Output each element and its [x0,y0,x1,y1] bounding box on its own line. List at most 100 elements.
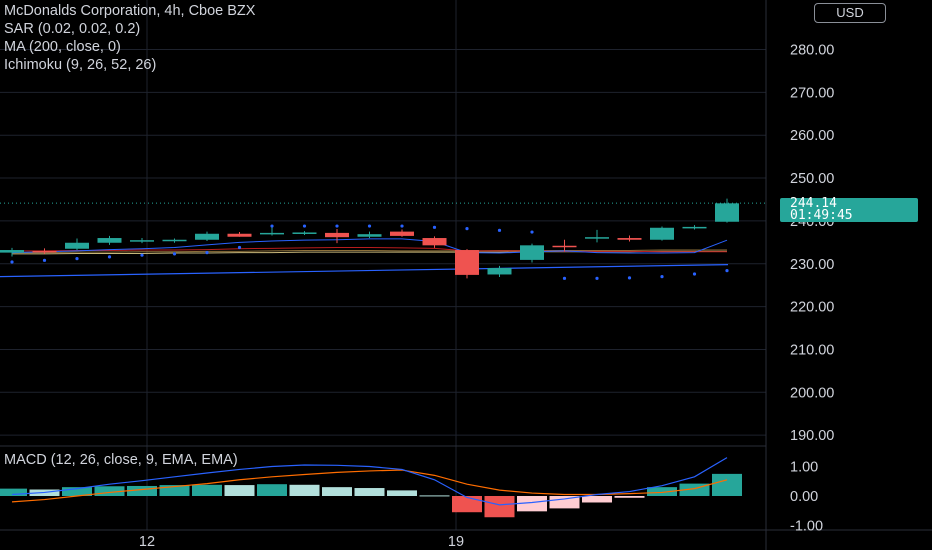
sar-dot [530,230,534,234]
candle [650,226,674,241]
moving-average-line [0,264,729,278]
candle [682,225,707,230]
candle [65,238,89,251]
macd-histogram-bar [517,496,547,512]
sar-dot [302,224,307,228]
candle-body [715,203,739,222]
sar-dot [270,224,274,228]
macd-histogram-bar [582,496,612,503]
sar-dot [497,228,502,232]
candle-body [162,239,187,242]
macd-histogram-bar [62,487,92,496]
sar-dot [692,272,697,276]
candle [260,227,284,236]
macd-histogram-bar [127,485,157,496]
price-tick-label: 270.00 [790,85,834,101]
macd-histogram-bar [322,487,352,496]
macd-histogram-bar [289,484,320,496]
candle [715,198,739,223]
currency-button[interactable]: USD [814,3,886,23]
price-tick-label: 280.00 [790,43,834,59]
candle [195,231,219,242]
sar-dot [595,276,599,280]
candle [390,229,414,237]
macd-histogram-bar [354,488,385,496]
macd-tick-label: 1.00 [790,460,818,476]
candle-body [682,226,707,229]
candle-body [195,233,219,240]
sar-dot [400,224,404,228]
macd-tick-label: -1.00 [790,519,823,535]
price-tick-label: 220.00 [790,300,834,316]
candle [617,235,642,242]
sar-dot [660,275,664,279]
ichimoku-span-a [12,249,727,254]
sar-dot [107,255,112,259]
macd-histogram-bar [452,496,482,513]
sar-dot [140,253,144,257]
candle-body [325,232,349,238]
macd-tick-label: 0.00 [790,489,818,505]
macd-histogram-bar [0,488,27,496]
time-tick-label: 12 [139,534,155,550]
macd-legend: MACD (12, 26, close, 9, EMA, EMA) [4,452,238,468]
candle [162,238,187,243]
macd-histogram-bar [159,485,190,496]
candle-body [130,240,154,242]
macd-histogram-bar [419,495,450,497]
bar-countdown: 01:49:45 [790,208,853,223]
time-axis: 12 19 [139,534,464,550]
macd-histogram-bar [257,484,287,496]
sar-dot [75,257,79,261]
candle-body [260,232,284,235]
candle [487,265,512,278]
sar-legend: SAR (0.02, 0.02, 0.2) [4,21,141,37]
sar-dot [205,251,209,255]
macd-histogram-bar [647,487,677,496]
price-tick-label: 190.00 [790,428,834,444]
ichimoku-conversion-line [11,238,728,254]
parabolic-sar-series [10,224,729,280]
candle-body [32,250,57,253]
candle-body [650,227,674,240]
candle [32,248,57,254]
candle-body [455,250,479,275]
price-tick-label: 200.00 [790,385,834,401]
candle-body [292,232,317,234]
last-price-tag: 244.14 01:49:45 [780,196,918,223]
macd-histogram-bar [387,490,417,496]
candle-body [97,238,122,243]
candle-body [520,245,544,260]
candle-body [65,242,89,249]
ichimoku-cloud [11,238,728,255]
sar-dot [562,276,567,280]
sar-dot [465,227,469,231]
price-tick-label: 210.00 [790,342,834,358]
price-tick-label: 250.00 [790,171,834,187]
macd-pane [0,457,742,518]
candle [325,229,349,244]
candle-body [617,238,642,240]
macd-histogram-bar [484,496,515,518]
candle-body [390,231,414,236]
ichimoku-legend: Ichimoku (9, 26, 52, 26) [4,57,157,73]
candle [357,231,382,239]
ma-200-line [0,264,729,278]
macd-line [11,457,728,506]
sar-dot [172,252,177,256]
candle-body [357,234,382,237]
candle [0,247,24,257]
candlestick-series [0,198,766,279]
macd-histogram-bar [712,473,742,496]
macd-histogram-bar [549,496,580,509]
macd-histogram-bar [614,496,645,498]
ichimoku-base-line [12,246,727,253]
candle-body [227,233,252,237]
price-tick-label: 230.00 [790,257,834,273]
candle [520,243,544,263]
candle [422,236,447,248]
macd-histogram-bar [224,485,255,496]
last-price-value: 244.14 [790,196,837,211]
macd-histogram-bar [94,486,125,496]
candle-body [552,245,577,248]
